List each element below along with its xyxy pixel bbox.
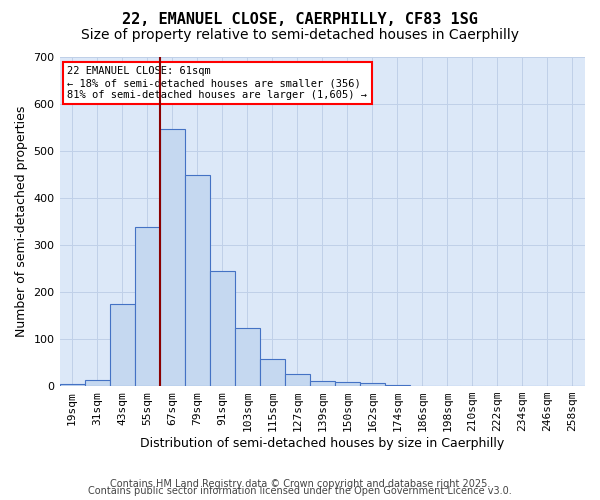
Bar	[59, 384, 85, 386]
Text: 22 EMANUEL CLOSE: 61sqm
← 18% of semi-detached houses are smaller (356)
81% of s: 22 EMANUEL CLOSE: 61sqm ← 18% of semi-de…	[67, 66, 367, 100]
Bar	[260, 359, 285, 386]
X-axis label: Distribution of semi-detached houses by size in Caerphilly: Distribution of semi-detached houses by …	[140, 437, 505, 450]
Text: Contains public sector information licensed under the Open Government Licence v3: Contains public sector information licen…	[88, 486, 512, 496]
Y-axis label: Number of semi-detached properties: Number of semi-detached properties	[15, 106, 28, 337]
Text: Size of property relative to semi-detached houses in Caerphilly: Size of property relative to semi-detach…	[81, 28, 519, 42]
Bar	[360, 384, 385, 386]
Bar	[285, 374, 310, 386]
Text: Contains HM Land Registry data © Crown copyright and database right 2025.: Contains HM Land Registry data © Crown c…	[110, 479, 490, 489]
Bar	[235, 328, 260, 386]
Bar	[335, 382, 360, 386]
Bar	[134, 227, 160, 386]
Bar	[310, 382, 335, 386]
Bar	[160, 130, 185, 386]
Bar	[85, 380, 110, 386]
Bar	[110, 304, 134, 386]
Bar	[185, 175, 209, 386]
Bar	[209, 270, 235, 386]
Bar	[385, 385, 410, 386]
Text: 22, EMANUEL CLOSE, CAERPHILLY, CF83 1SG: 22, EMANUEL CLOSE, CAERPHILLY, CF83 1SG	[122, 12, 478, 28]
